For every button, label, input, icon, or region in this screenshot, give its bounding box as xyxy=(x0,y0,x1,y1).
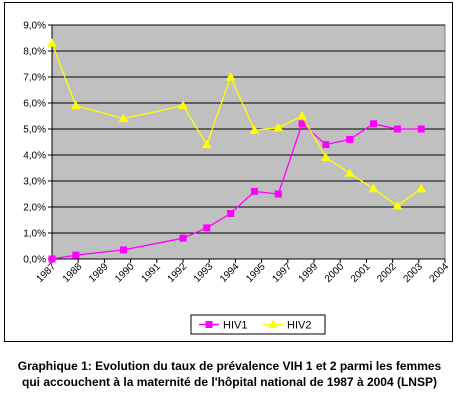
data-point xyxy=(201,139,212,149)
x-tick-label: 1988 xyxy=(61,261,85,285)
y-tick-label: 8,0% xyxy=(23,47,46,58)
y-axis-labels: 0,0% 1,0% 2,0% 3,0% 4,0% 5,0% 6,0% 7,0% 8,0% 9,0% xyxy=(23,21,46,266)
x-tick-label: 2000 xyxy=(323,261,347,285)
data-point xyxy=(72,251,80,259)
caption-line-2: qui accouchent à la maternité de l'hôpit… xyxy=(22,375,437,389)
data-point xyxy=(225,71,236,81)
x-tick-label: 2001 xyxy=(349,261,373,285)
data-point xyxy=(249,125,260,134)
series-line-hiv1 xyxy=(51,122,422,260)
x-tick-label: 1995 xyxy=(244,261,268,285)
x-tick-label: 1997 xyxy=(270,261,294,285)
legend-item-hiv1: HIV1 xyxy=(199,320,247,332)
x-tick-label: 1993 xyxy=(192,261,216,285)
data-point xyxy=(250,187,258,195)
data-point xyxy=(179,234,187,242)
data-point xyxy=(178,100,188,110)
x-tick-label: 1994 xyxy=(218,261,242,285)
data-point xyxy=(47,38,57,47)
x-axis-labels: 1987 1988 1989 1990 1991 1992 1993 1994 1995 1997… xyxy=(35,261,452,285)
data-point xyxy=(346,135,354,143)
y-tick-label: 9,0% xyxy=(23,21,46,32)
x-tick-label: 2004 xyxy=(428,261,452,285)
chart-caption: Graphique 1: Evolution du taux de préval… xyxy=(0,358,459,390)
y-tick-label: 3,0% xyxy=(23,177,46,188)
line-chart: 0,0% 1,0% 2,0% 3,0% 4,0% 5,0% 6,0% 7,0% 8,0% 9,0%… xyxy=(23,21,452,335)
y-tick-label: 4,0% xyxy=(23,151,46,162)
data-point xyxy=(48,255,56,263)
y-tick-label: 2,0% xyxy=(23,203,46,214)
series-layer xyxy=(47,38,427,263)
y-tick-label: 1,0% xyxy=(23,229,46,240)
data-point xyxy=(393,125,401,133)
series-line-hiv2 xyxy=(51,42,422,207)
data-point xyxy=(298,120,306,128)
data-point xyxy=(118,113,129,123)
grid-layer xyxy=(48,24,446,263)
data-point xyxy=(321,152,331,162)
data-point xyxy=(297,110,307,120)
y-tick-label: 5,0% xyxy=(23,125,46,136)
data-point xyxy=(416,183,427,193)
x-tick-label: 1999 xyxy=(297,261,321,285)
legend: HIV1 HIV2 xyxy=(190,314,326,335)
data-point xyxy=(417,125,425,133)
data-point xyxy=(370,120,378,128)
data-point xyxy=(203,224,211,232)
series-hiv1 xyxy=(48,120,425,263)
legend-label: HIV2 xyxy=(287,320,311,332)
y-tick-label: 7,0% xyxy=(23,73,46,84)
chart-frame: 0,0% 1,0% 2,0% 3,0% 4,0% 5,0% 6,0% 7,0% 8,0% 9,0%… xyxy=(4,2,453,342)
data-point xyxy=(368,183,379,193)
plot-area xyxy=(51,24,446,260)
y-tick-label: 0,0% xyxy=(23,255,46,266)
data-point xyxy=(70,100,81,110)
caption-line-1: Graphique 1: Evolution du taux de préval… xyxy=(17,359,442,373)
data-point xyxy=(273,122,284,132)
x-tick-label: 2002 xyxy=(375,261,399,285)
data-point xyxy=(392,200,403,210)
legend-marker xyxy=(205,321,213,328)
legend-item-hiv2: HIV2 xyxy=(263,319,311,332)
x-tick-label: 1989 xyxy=(87,261,111,285)
legend-box xyxy=(190,314,326,335)
y-tick-label: 6,0% xyxy=(23,99,46,110)
x-tick-label: 1990 xyxy=(113,261,137,285)
data-point xyxy=(227,210,235,217)
data-point xyxy=(274,190,282,198)
x-tick-label: 2003 xyxy=(401,261,425,285)
data-point xyxy=(344,168,355,177)
legend-marker xyxy=(268,319,278,328)
series-hiv2 xyxy=(47,38,427,210)
x-tick-label: 1992 xyxy=(166,261,190,285)
legend-label: HIV1 xyxy=(223,320,247,332)
data-point xyxy=(322,141,330,149)
x-tick-label: 1991 xyxy=(139,261,163,285)
data-point xyxy=(119,246,127,254)
